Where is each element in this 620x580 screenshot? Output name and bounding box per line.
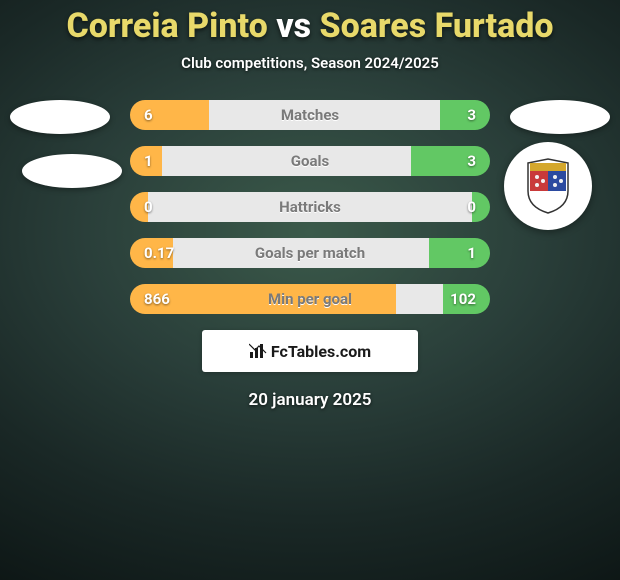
date-label: 20 january 2025 (0, 390, 620, 410)
bar-left (130, 192, 148, 222)
bar-right (443, 284, 490, 314)
bar-left (130, 100, 209, 130)
player2-name: Soares Furtado (320, 6, 554, 46)
bar-mid (148, 192, 472, 222)
bar-right (440, 100, 490, 130)
stat-row: 0.17Goals per match1 (130, 238, 490, 268)
bar-left (130, 284, 396, 314)
subtitle: Club competitions, Season 2024/2025 (0, 54, 620, 72)
bar-left (130, 146, 162, 176)
bar-mid (162, 146, 410, 176)
vs-label: vs (276, 6, 311, 46)
stat-row: 866Min per goal102 (130, 284, 490, 314)
bar-left (130, 238, 173, 268)
watermark-text: FcTables.com (271, 342, 371, 361)
bar-mid (396, 284, 443, 314)
avatar-placeholder-left-1 (10, 100, 110, 134)
avatar-placeholder-left-2 (22, 154, 122, 188)
bar-chart-icon (249, 342, 267, 360)
stat-row: 6Matches3 (130, 100, 490, 130)
stat-row: 1Goals3 (130, 146, 490, 176)
shield-icon (524, 157, 572, 215)
page-title: Correia Pinto vs Soares Furtado (0, 0, 620, 46)
bar-mid (173, 238, 429, 268)
bar-right (472, 192, 490, 222)
stat-rows: 6Matches3 1Goals3 0Hattricks0 0.17Goals per… (130, 100, 490, 314)
player1-name: Correia Pinto (66, 6, 267, 46)
bar-right (411, 146, 490, 176)
stat-row: 0Hattricks0 (130, 192, 490, 222)
watermark: FcTables.com (202, 330, 418, 372)
stats-arena: 6Matches3 1Goals3 0Hattricks0 0.17Goals per… (0, 100, 620, 314)
bar-mid (209, 100, 439, 130)
avatar-placeholder-right-1 (510, 100, 610, 134)
club-badge-right (504, 142, 592, 230)
comparison-card: Correia Pinto vs Soares Furtado Club com… (0, 0, 620, 580)
bar-right (429, 238, 490, 268)
